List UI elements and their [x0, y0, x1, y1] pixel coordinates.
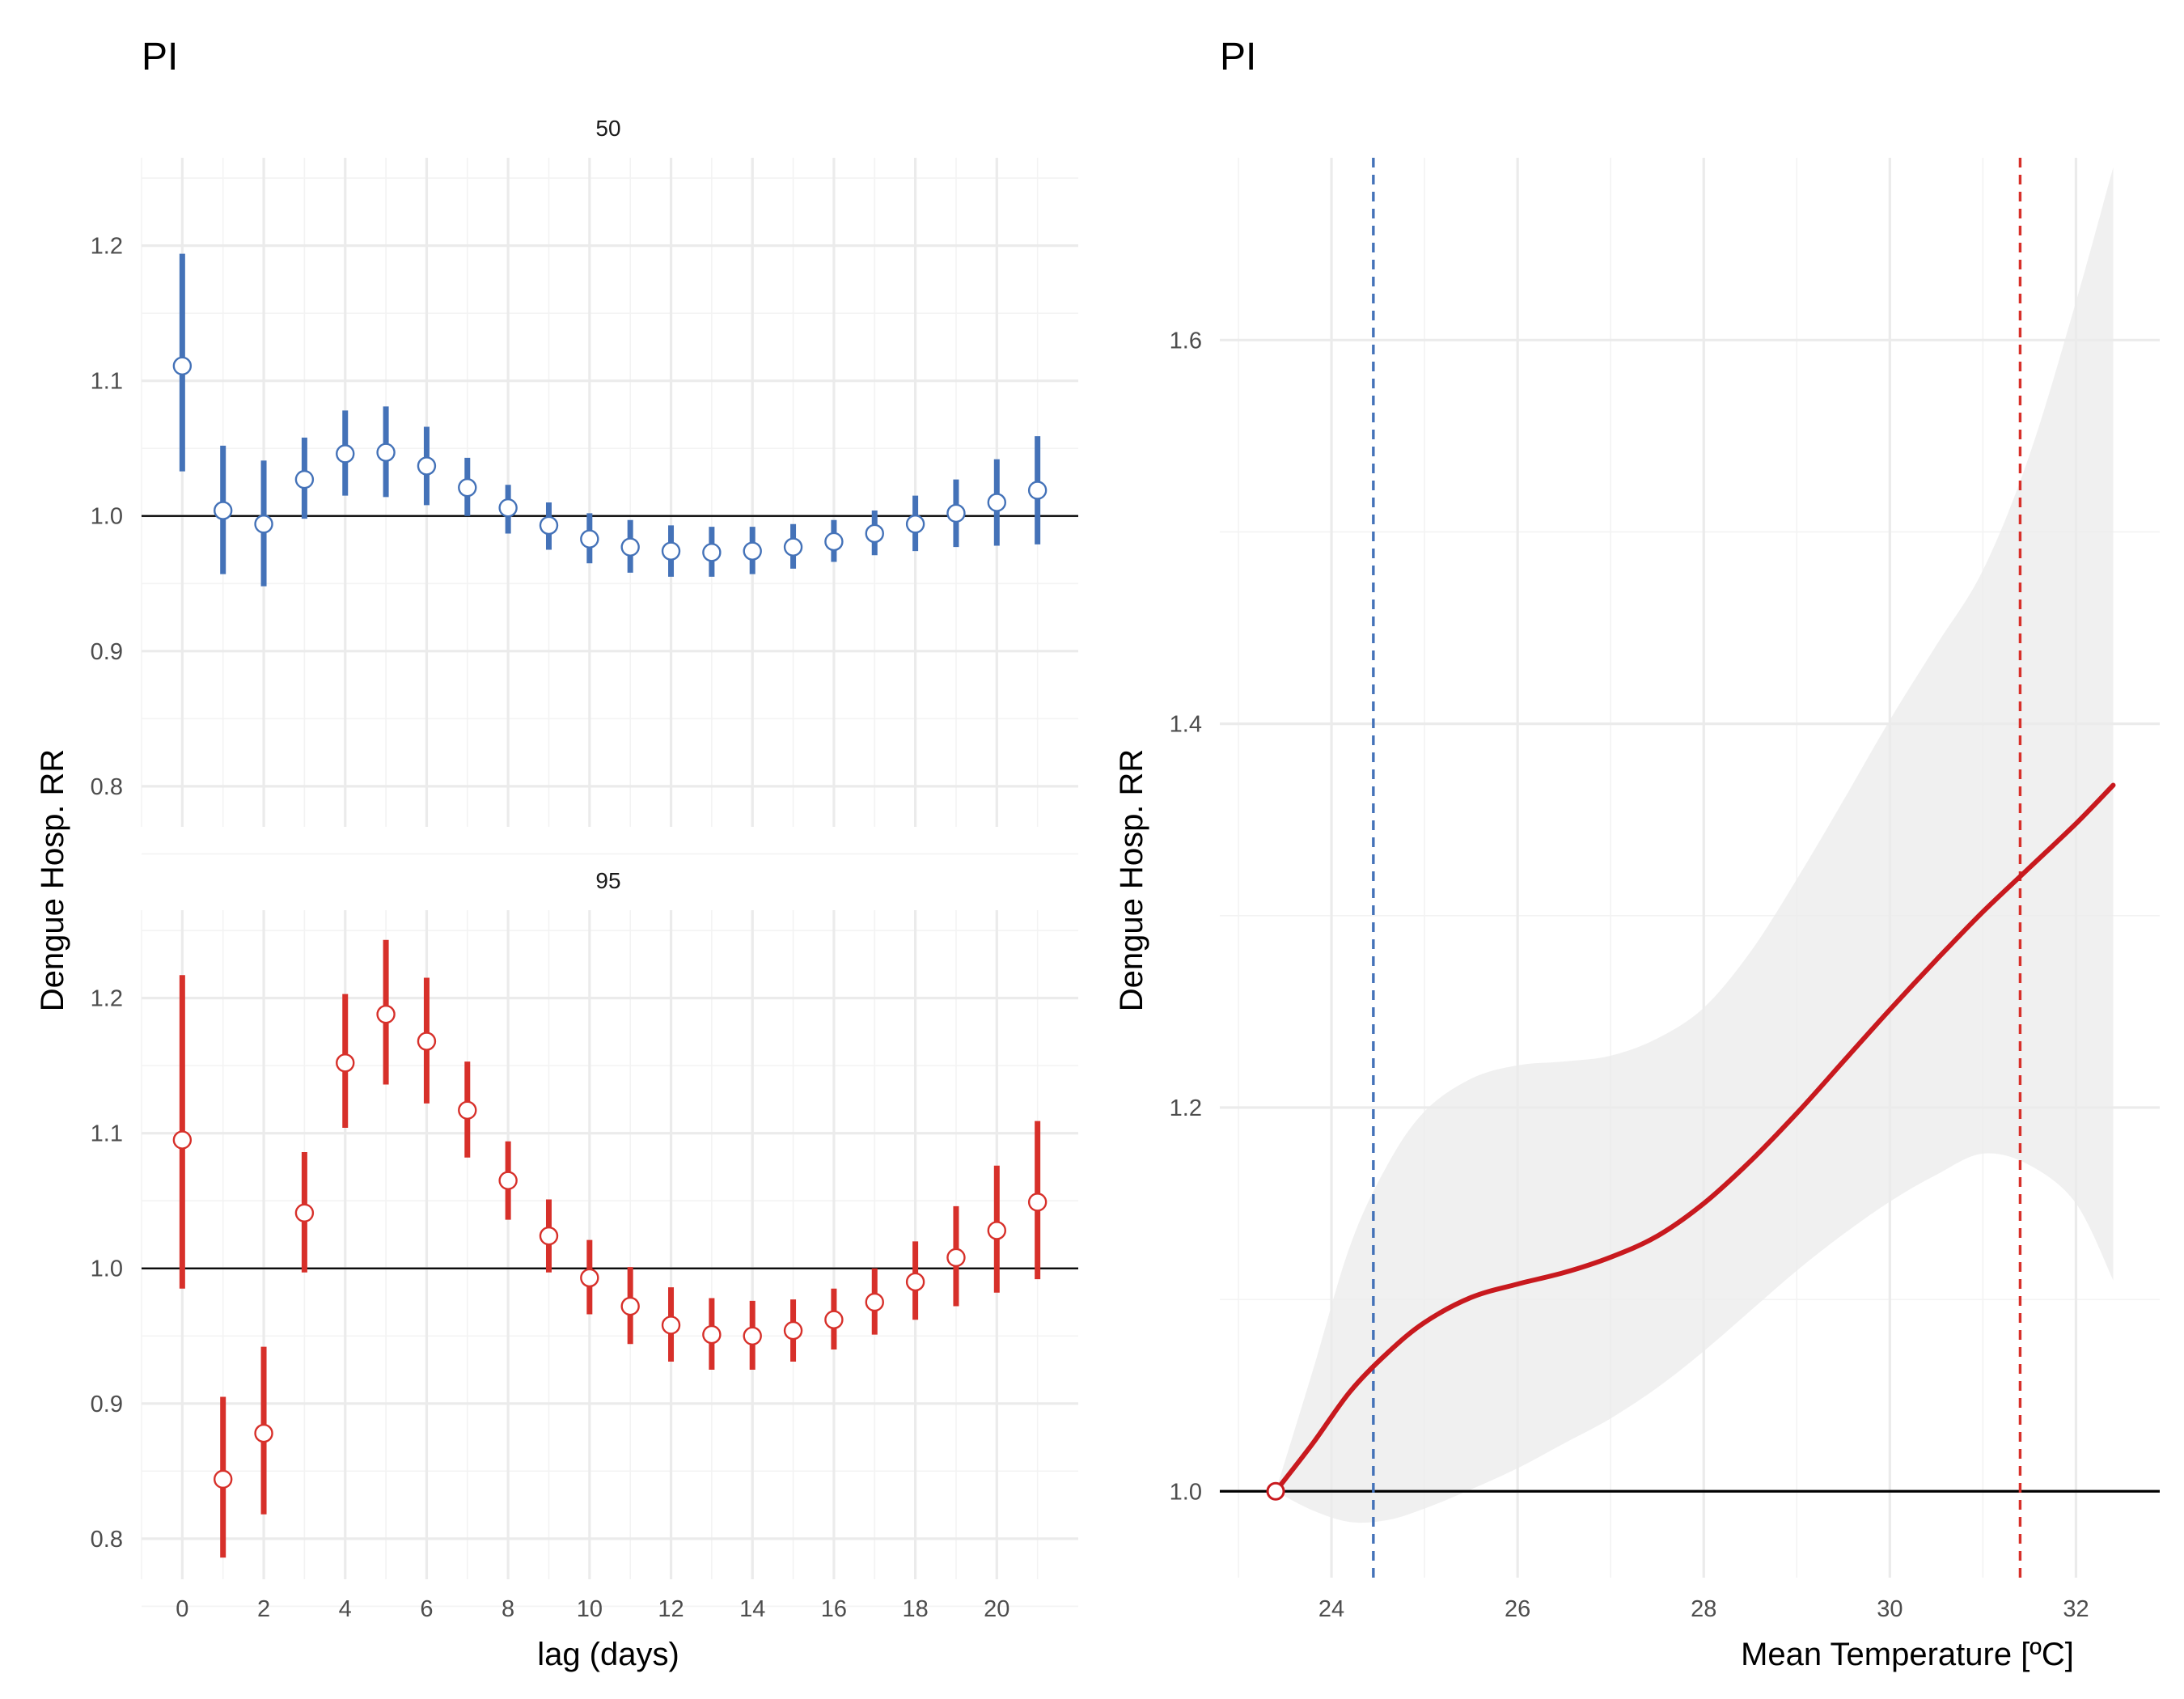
facet-95-point-lag-20: [987, 1221, 1007, 1240]
lag-y-axis-label: Dengue Hosp. RR: [35, 749, 70, 1012]
facet-95-point-lag-21: [1027, 1193, 1048, 1212]
x-tick-label: 28: [1691, 1596, 1716, 1622]
y-tick-label: 1.1: [91, 1121, 123, 1147]
y-tick-label: 1.2: [91, 986, 123, 1012]
facet-95-point-lag-10: [580, 1268, 599, 1288]
facet-50-point-lag-16: [824, 532, 844, 552]
facet-50-point-lag-5: [376, 443, 396, 462]
x-tick-label: 12: [658, 1596, 684, 1622]
facet-50-point-lag-4: [336, 444, 355, 464]
facet-95-point-lag-12: [661, 1316, 681, 1335]
x-tick-label: 30: [1877, 1596, 1903, 1622]
facet-50-point-lag-12: [661, 541, 681, 561]
facet-95-point-lag-8: [498, 1171, 518, 1190]
facet-95-point-lag-9: [539, 1226, 559, 1246]
facet-50-point-lag-17: [865, 523, 884, 544]
facet-95-point-lag-11: [620, 1296, 640, 1316]
x-tick-label: 32: [2063, 1596, 2089, 1622]
temperature-x-ticks: 24 26 28 30 32: [1318, 1596, 2089, 1622]
facet-50-point-lag-15: [783, 537, 803, 557]
reference-point: [1266, 1481, 1285, 1501]
temperature-panel: PI 1.0 1.2 1.4 1.6 24 26 28 30 32 Mean Temperat…: [1114, 36, 2160, 1672]
facet-50-point-lag-14: [743, 541, 762, 561]
facet-50-point-lag-19: [946, 503, 966, 523]
facet-50-point-lag-1: [213, 501, 233, 520]
facet-50-point-lag-6: [417, 456, 437, 476]
lag-panel-title: PI: [142, 36, 178, 78]
facet-95-point-lag-17: [865, 1292, 884, 1312]
facet-95-point-lag-6: [417, 1032, 437, 1051]
facet-50-y-ticks: 0.8 0.9 1.0 1.1 1.2: [91, 234, 123, 800]
x-tick-label: 6: [420, 1596, 433, 1622]
temperature-y-axis-label: Dengue Hosp. RR: [1114, 749, 1149, 1012]
facet-95-marks: [172, 939, 1048, 1558]
facet-95: 95 0.8 0.9 1.0 1.1 1.2: [91, 868, 1078, 1608]
x-tick-label: 2: [257, 1596, 270, 1622]
lag-x-ticks: 0 2 4 6 8 10 12 14 16 18 20: [176, 1596, 1009, 1622]
x-tick-label: 4: [339, 1596, 352, 1622]
lag-x-axis-label: lag (days): [537, 1637, 679, 1672]
y-tick-label: 1.4: [1170, 712, 1202, 738]
facet-50-strip-label: 50: [595, 116, 620, 141]
facet-50-point-lag-13: [702, 543, 722, 562]
facet-95-point-lag-5: [376, 1004, 396, 1024]
x-tick-label: 10: [577, 1596, 603, 1622]
facet-95-point-lag-3: [294, 1203, 315, 1222]
x-tick-label: 24: [1318, 1596, 1344, 1622]
facet-95-point-lag-16: [824, 1310, 844, 1329]
temperature-y-ticks: 1.0 1.2 1.4 1.6: [1170, 328, 1202, 1505]
x-tick-label: 26: [1505, 1596, 1530, 1622]
x-tick-label: 20: [984, 1596, 1009, 1622]
facet-50-point-lag-10: [580, 529, 599, 549]
y-tick-label: 0.9: [91, 1392, 123, 1417]
facet-95-point-lag-1: [213, 1469, 233, 1489]
lag-panel: PI 50 0.8 0.9 1.0 1.1 1.2 95 0.8 0.9 1.0 1.1 1.2…: [35, 36, 1078, 1672]
facet-50-point-lag-9: [539, 515, 559, 536]
y-tick-label: 1.0: [1170, 1479, 1202, 1505]
facet-95-point-lag-2: [254, 1423, 273, 1443]
x-tick-label: 14: [739, 1596, 765, 1622]
y-tick-label: 1.2: [91, 234, 123, 260]
facet-95-point-lag-0: [172, 1130, 193, 1150]
facet-95-point-lag-13: [702, 1324, 722, 1345]
facet-50-point-lag-3: [294, 469, 315, 489]
y-tick-label: 0.8: [91, 774, 123, 800]
x-tick-label: 18: [902, 1596, 928, 1622]
facet-95-strip-label: 95: [595, 868, 620, 893]
y-tick-label: 1.1: [91, 369, 123, 395]
rr-curve: [1273, 782, 2116, 1494]
facet-50-point-lag-11: [620, 537, 640, 557]
temperature-x-axis-label: Mean Temperature [ºC]: [1741, 1637, 2074, 1672]
facet-50-point-lag-0: [172, 356, 193, 375]
facet-50: 50 0.8 0.9 1.0 1.1 1.2: [91, 116, 1078, 855]
y-tick-label: 1.2: [1170, 1095, 1202, 1121]
facet-50-point-lag-2: [254, 515, 273, 534]
y-tick-label: 1.0: [91, 504, 123, 530]
facet-95-point-lag-19: [946, 1248, 966, 1268]
temperature-panel-title: PI: [1220, 36, 1256, 78]
y-tick-label: 1.6: [1170, 328, 1202, 354]
facet-95-point-lag-4: [336, 1053, 355, 1073]
facet-95-point-lag-18: [905, 1272, 925, 1292]
facet-50-point-lag-8: [498, 498, 518, 518]
x-tick-label: 0: [176, 1596, 188, 1622]
facet-95-y-ticks: 0.8 0.9 1.0 1.1 1.2: [91, 986, 123, 1553]
x-tick-label: 8: [502, 1596, 514, 1622]
facet-50-point-lag-18: [905, 515, 925, 534]
facet-50-point-lag-7: [458, 477, 477, 498]
facet-50-point-lag-21: [1027, 481, 1048, 500]
y-tick-label: 0.9: [91, 639, 123, 665]
x-tick-label: 16: [821, 1596, 847, 1622]
facet-95-point-lag-15: [783, 1320, 803, 1341]
facet-50-point-lag-20: [987, 493, 1007, 512]
facet-50-marks: [172, 253, 1048, 587]
facet-95-point-lag-14: [743, 1326, 762, 1345]
y-tick-label: 0.8: [91, 1527, 123, 1553]
y-tick-label: 1.0: [91, 1256, 123, 1282]
facet-95-point-lag-7: [458, 1100, 477, 1120]
confidence-ribbon: [1276, 167, 2114, 1523]
